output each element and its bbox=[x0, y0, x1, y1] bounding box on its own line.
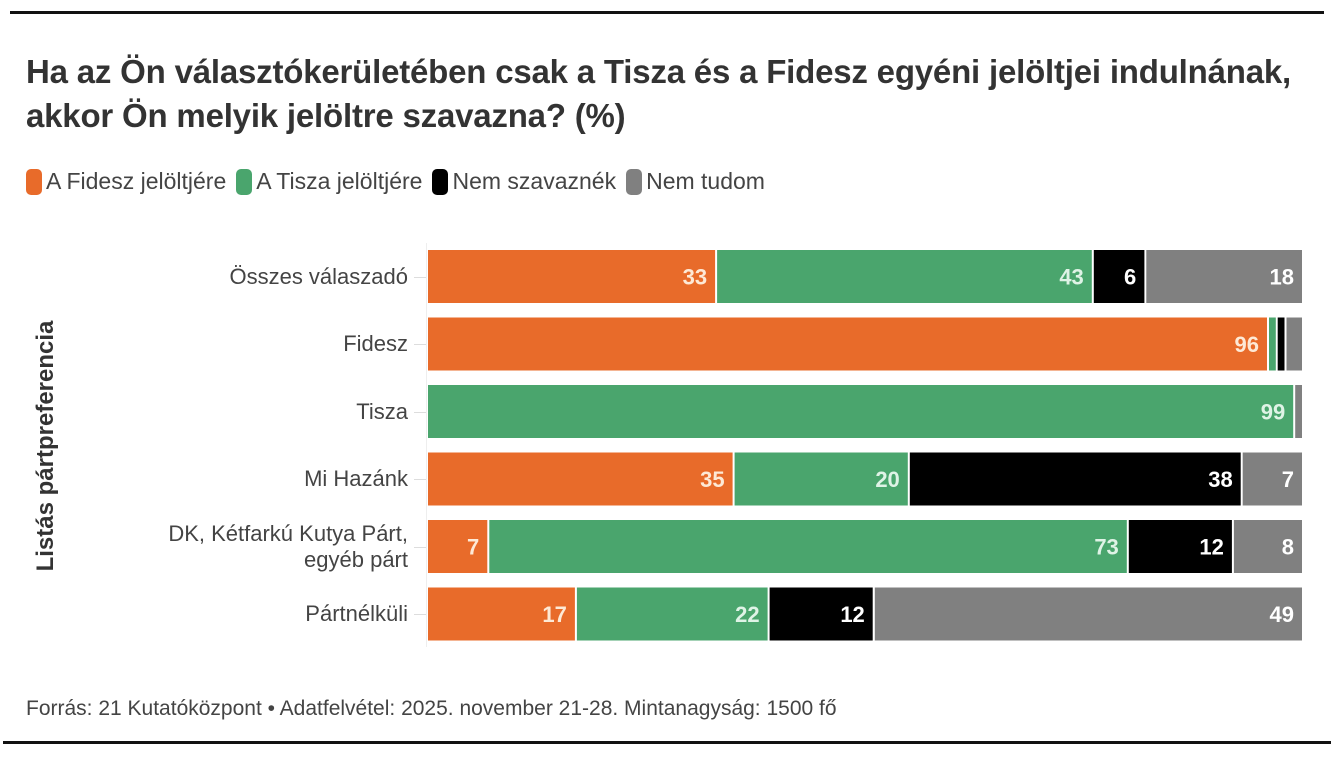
legend-item-nem-szavaznek: Nem szavaznék bbox=[432, 168, 616, 195]
source-footer: Forrás: 21 Kutatóközpont • Adatfelvétel:… bbox=[26, 697, 837, 720]
bar-segment-nem-tudom bbox=[874, 587, 1302, 641]
data-label: 73 bbox=[1094, 535, 1118, 560]
category-label: Mi Hazánk bbox=[304, 466, 408, 492]
category-label: Fidesz bbox=[343, 331, 408, 357]
category-label-line: egyéb párt bbox=[304, 547, 408, 572]
category-label-line: Összes válaszadó bbox=[229, 264, 408, 289]
data-label: 7 bbox=[1282, 467, 1294, 492]
y-axis-line bbox=[426, 243, 427, 647]
data-label: 7 bbox=[467, 535, 479, 560]
y-tick bbox=[414, 547, 426, 548]
bar-segment-nem-tudom bbox=[1233, 520, 1302, 573]
bar-segment-nem-szavaznek bbox=[1277, 317, 1285, 371]
bar-segment-nem-szavaznek bbox=[769, 587, 873, 641]
bottom-rule bbox=[3, 741, 1331, 744]
y-tick bbox=[414, 412, 426, 413]
data-label: 49 bbox=[1270, 602, 1294, 627]
bar-segment-a-fidesz-jeloltjere bbox=[428, 452, 733, 506]
legend: A Fidesz jelöltjére A Tisza jelöltjére N… bbox=[26, 168, 775, 195]
bar-segment-a-fidesz-jeloltjere bbox=[428, 520, 488, 573]
legend-label-nem-szavaznek: Nem szavaznék bbox=[452, 168, 617, 194]
bar-segment-nem-tudom bbox=[1242, 452, 1302, 506]
data-label: 33 bbox=[683, 265, 707, 290]
category-label: Pártnélküli bbox=[305, 601, 408, 627]
bar-segment-a-tisza-jeloltjere bbox=[428, 385, 1294, 438]
y-tick bbox=[414, 614, 426, 615]
data-label: 12 bbox=[1199, 535, 1223, 560]
category-label-line: Mi Hazánk bbox=[304, 466, 408, 491]
legend-swatch-fidesz bbox=[26, 168, 42, 195]
legend-item-nem-tudom: Nem tudom bbox=[626, 168, 765, 195]
bar-segment-nem-szavaznek bbox=[1128, 520, 1232, 573]
data-label: 35 bbox=[700, 467, 724, 492]
bar-segment-a-fidesz-jeloltjere bbox=[428, 317, 1267, 371]
y-tick bbox=[414, 479, 426, 480]
category-label: Összes válaszadó bbox=[229, 264, 408, 290]
data-label: 6 bbox=[1124, 265, 1136, 290]
legend-label-fidesz: A Fidesz jelöltjére bbox=[46, 168, 227, 194]
bar-segment-a-fidesz-jeloltjere bbox=[428, 587, 575, 641]
bar-segment-a-tisza-jeloltjere bbox=[1269, 317, 1276, 371]
category-label: DK, Kétfarkú Kutya Párt, egyéb párt bbox=[168, 521, 408, 573]
category-label-line: Pártnélküli bbox=[305, 601, 408, 626]
bar-segment-nem-szavaznek bbox=[1093, 250, 1145, 303]
data-label: 96 bbox=[1235, 332, 1259, 357]
category-label-line: Tisza bbox=[356, 399, 408, 424]
bar-segment-nem-szavaznek bbox=[909, 452, 1241, 506]
data-label: 43 bbox=[1059, 265, 1083, 290]
y-tick bbox=[414, 277, 426, 278]
legend-item-tisza: A Tisza jelöltjére bbox=[236, 168, 422, 195]
y-tick bbox=[414, 344, 426, 345]
bar-segment-a-tisza-jeloltjere bbox=[734, 452, 908, 506]
data-label: 99 bbox=[1261, 400, 1285, 425]
category-label-line: DK, Kétfarkú Kutya Párt, bbox=[168, 521, 408, 546]
bar-segment-a-tisza-jeloltjere bbox=[576, 587, 768, 641]
legend-label-tisza: A Tisza jelöltjére bbox=[256, 168, 423, 194]
chart-title: Ha az Ön választókerületében csak a Tisz… bbox=[26, 53, 1291, 134]
legend-swatch-tisza bbox=[236, 168, 253, 195]
bar-segment-nem-tudom bbox=[1146, 250, 1302, 303]
data-label: 17 bbox=[542, 602, 566, 627]
bar-segment-a-tisza-jeloltjere bbox=[717, 250, 1092, 303]
category-label-line: Fidesz bbox=[343, 331, 408, 356]
legend-swatch-nem-tudom bbox=[626, 168, 643, 195]
data-label: 18 bbox=[1270, 265, 1294, 290]
legend-swatch-nem-szavaznek bbox=[432, 168, 449, 195]
bar-segment-nem-tudom bbox=[1295, 385, 1302, 438]
data-label: 8 bbox=[1282, 535, 1294, 560]
bar-segment-a-fidesz-jeloltjere bbox=[428, 250, 716, 303]
category-label: Tisza bbox=[356, 399, 408, 425]
data-label: 38 bbox=[1208, 467, 1232, 492]
legend-item-fidesz: A Fidesz jelöltjére bbox=[26, 168, 226, 195]
data-label: 12 bbox=[840, 602, 864, 627]
top-rule bbox=[10, 11, 1324, 14]
bar-segment-nem-tudom bbox=[1286, 317, 1302, 371]
legend-label-nem-tudom: Nem tudom bbox=[646, 168, 765, 194]
bar-segment-a-tisza-jeloltjere bbox=[489, 520, 1127, 573]
data-label: 20 bbox=[875, 467, 899, 492]
data-label: 22 bbox=[735, 602, 759, 627]
